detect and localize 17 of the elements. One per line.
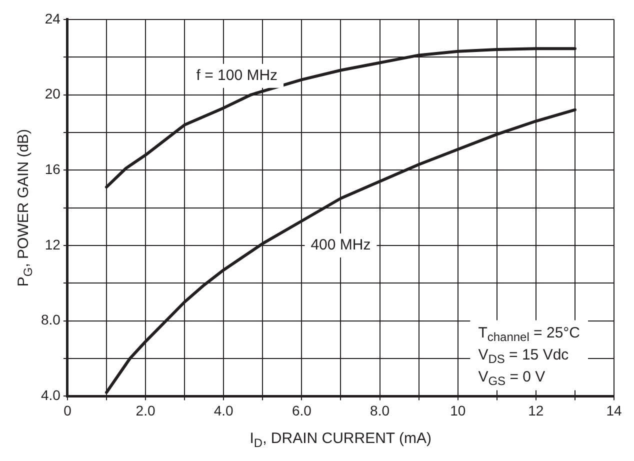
y-tick-label: 16 bbox=[44, 160, 61, 177]
y-tick-label: 8.0 bbox=[40, 312, 61, 328]
x-tick-label: 14 bbox=[606, 402, 622, 418]
y-tick-label: 12 bbox=[44, 236, 61, 252]
y-tick-label: 4.0 bbox=[40, 387, 61, 404]
y-tick-label: 20 bbox=[44, 86, 61, 102]
x-tick-label: 2.0 bbox=[136, 402, 156, 418]
annotation: f = 100 MHz bbox=[196, 67, 278, 84]
y-tick-label: 24 bbox=[44, 10, 61, 26]
x-tick-label: 12 bbox=[528, 402, 544, 418]
x-tick-label: 4.0 bbox=[214, 402, 234, 418]
annotation: 400 MHz bbox=[310, 236, 371, 254]
x-tick-label: 6.0 bbox=[292, 402, 312, 418]
x-tick-label: 0 bbox=[64, 402, 72, 418]
x-tick-label: 8.0 bbox=[370, 402, 390, 418]
y-axis-title: PG, POWER GAIN (dB) bbox=[15, 128, 35, 287]
x-tick-label: 10 bbox=[450, 402, 466, 418]
